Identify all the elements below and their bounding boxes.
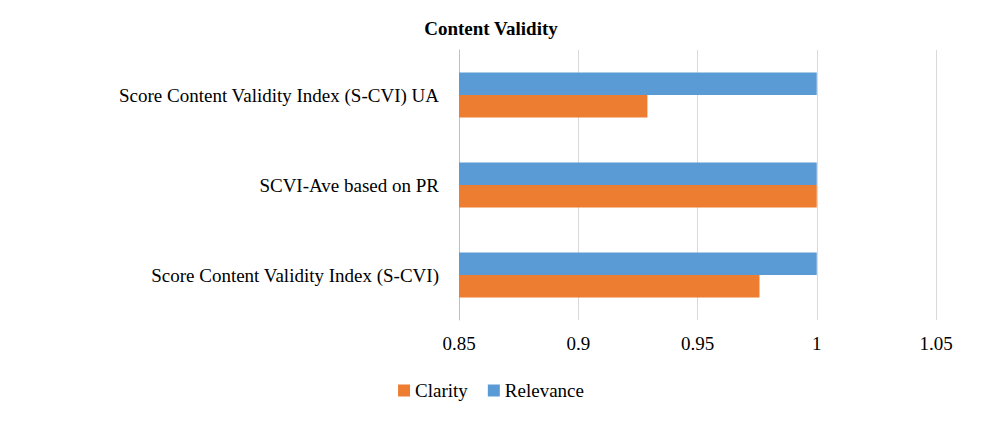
svg-text:Clarity: Clarity — [415, 380, 468, 401]
svg-text:Score Content Validity Index (: Score Content Validity Index (S-CVI) UA — [119, 85, 439, 107]
svg-text:0.9: 0.9 — [566, 333, 590, 354]
svg-text:SCVI-Ave based on PR: SCVI-Ave based on PR — [259, 175, 439, 196]
svg-text:Content Validity: Content Validity — [424, 18, 558, 39]
svg-text:1: 1 — [812, 333, 822, 354]
svg-text:0.85: 0.85 — [442, 333, 475, 354]
svg-text:Score Content Validity Index (: Score Content Validity Index (S-CVI) — [151, 265, 439, 287]
svg-text:Relevance: Relevance — [505, 380, 584, 401]
svg-text:0.95: 0.95 — [681, 333, 714, 354]
svg-text:1.05: 1.05 — [919, 333, 952, 354]
